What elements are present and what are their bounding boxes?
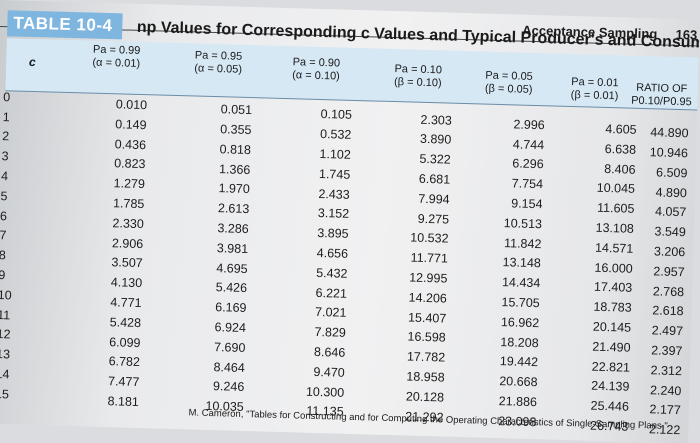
column-header-line2: (α = 0.10): [292, 69, 340, 83]
table-cell: 0.823: [113, 156, 146, 172]
table-cell: 0.818: [219, 141, 252, 157]
table-cell: 6.782: [108, 354, 141, 370]
table-cell: 9.246: [212, 379, 245, 395]
column-header: Pa = 0.95 (α = 0.05): [173, 49, 264, 78]
table-cell: 4.695: [216, 260, 248, 276]
column-header-line1: c: [28, 54, 36, 70]
table-cell: 0.149: [115, 117, 147, 132]
table-cell: 5.428: [109, 314, 142, 330]
table-cell: 0.051: [220, 102, 253, 118]
c-value-cell: 10: [0, 287, 12, 303]
table-cell: 6.169: [215, 300, 247, 316]
c-value-cell: 15: [0, 386, 10, 402]
c-value-cell: 12: [0, 327, 11, 342]
table-cell: 7.477: [107, 374, 140, 390]
table-cell: 1.366: [218, 161, 251, 177]
column-header-line2: (α = 0.05): [194, 62, 243, 76]
table-cell: 1.785: [112, 196, 145, 212]
table-cell: 2.906: [111, 235, 144, 251]
table-cell: 1.970: [218, 181, 251, 197]
c-value-cell: 11: [0, 307, 11, 323]
np-values-table: 0 0.010 0.051 0.105 2.303 2.996 4.605 44.890 1 0.…: [0, 89, 697, 437]
table-cell: 0.010: [115, 97, 148, 113]
table-cell: 5.426: [215, 280, 248, 296]
c-value-cell: 13: [0, 347, 11, 362]
c-value-cell: 3: [1, 149, 9, 164]
table-cell: 2.613: [217, 201, 250, 217]
column-header-line2: (β = 0.10): [393, 76, 442, 90]
table-cell: 0.355: [220, 122, 252, 138]
c-value-cell: 7: [0, 228, 7, 243]
column-header: c: [0, 55, 77, 71]
column-header-line2: (α = 0.01): [92, 56, 141, 70]
table-cell: 0.436: [114, 136, 147, 152]
column-header: RATIO OF P0.10/P0.95: [616, 81, 699, 110]
table-cell: 4.771: [110, 295, 142, 311]
c-value-cell: 0: [3, 89, 11, 105]
table-cell: 3.981: [216, 240, 249, 256]
c-value-cell: 1: [2, 109, 10, 124]
table-cell: 8.181: [107, 394, 140, 410]
table-cell: 3.507: [111, 255, 143, 271]
c-value-cell: 8: [0, 248, 7, 263]
column-header: Pa = 0.10 (β = 0.10): [373, 62, 464, 91]
column-header: Pa = 0.99 (α = 0.01): [71, 43, 162, 72]
c-value-cell: 14: [0, 367, 10, 382]
table-cell: 6.924: [214, 320, 247, 335]
c-value-cell: 4: [0, 169, 9, 184]
table-label: TABLE 10-4: [6, 10, 123, 40]
table-cell: 2.330: [112, 216, 144, 231]
table-cell: 8.464: [213, 359, 246, 375]
column-header: Pa = 0.05 (β = 0.05): [464, 69, 555, 98]
column-header: Pa = 0.90 (α = 0.10): [271, 56, 362, 85]
column-header-line2: P0.10/P0.95: [630, 94, 692, 109]
column-header-line2: (β = 0.05): [484, 82, 533, 96]
table-cell: 1.279: [113, 176, 146, 192]
c-value-cell: 6: [0, 208, 8, 223]
table-cell: 6.099: [109, 334, 141, 350]
c-value-cell: 2: [1, 129, 10, 144]
table-cell: 3.286: [217, 221, 249, 237]
table-cell: 7.690: [213, 339, 246, 355]
c-value-cell: 5: [0, 188, 8, 204]
c-value-cell: 9: [0, 268, 6, 283]
table-cell: 4.130: [110, 275, 143, 291]
